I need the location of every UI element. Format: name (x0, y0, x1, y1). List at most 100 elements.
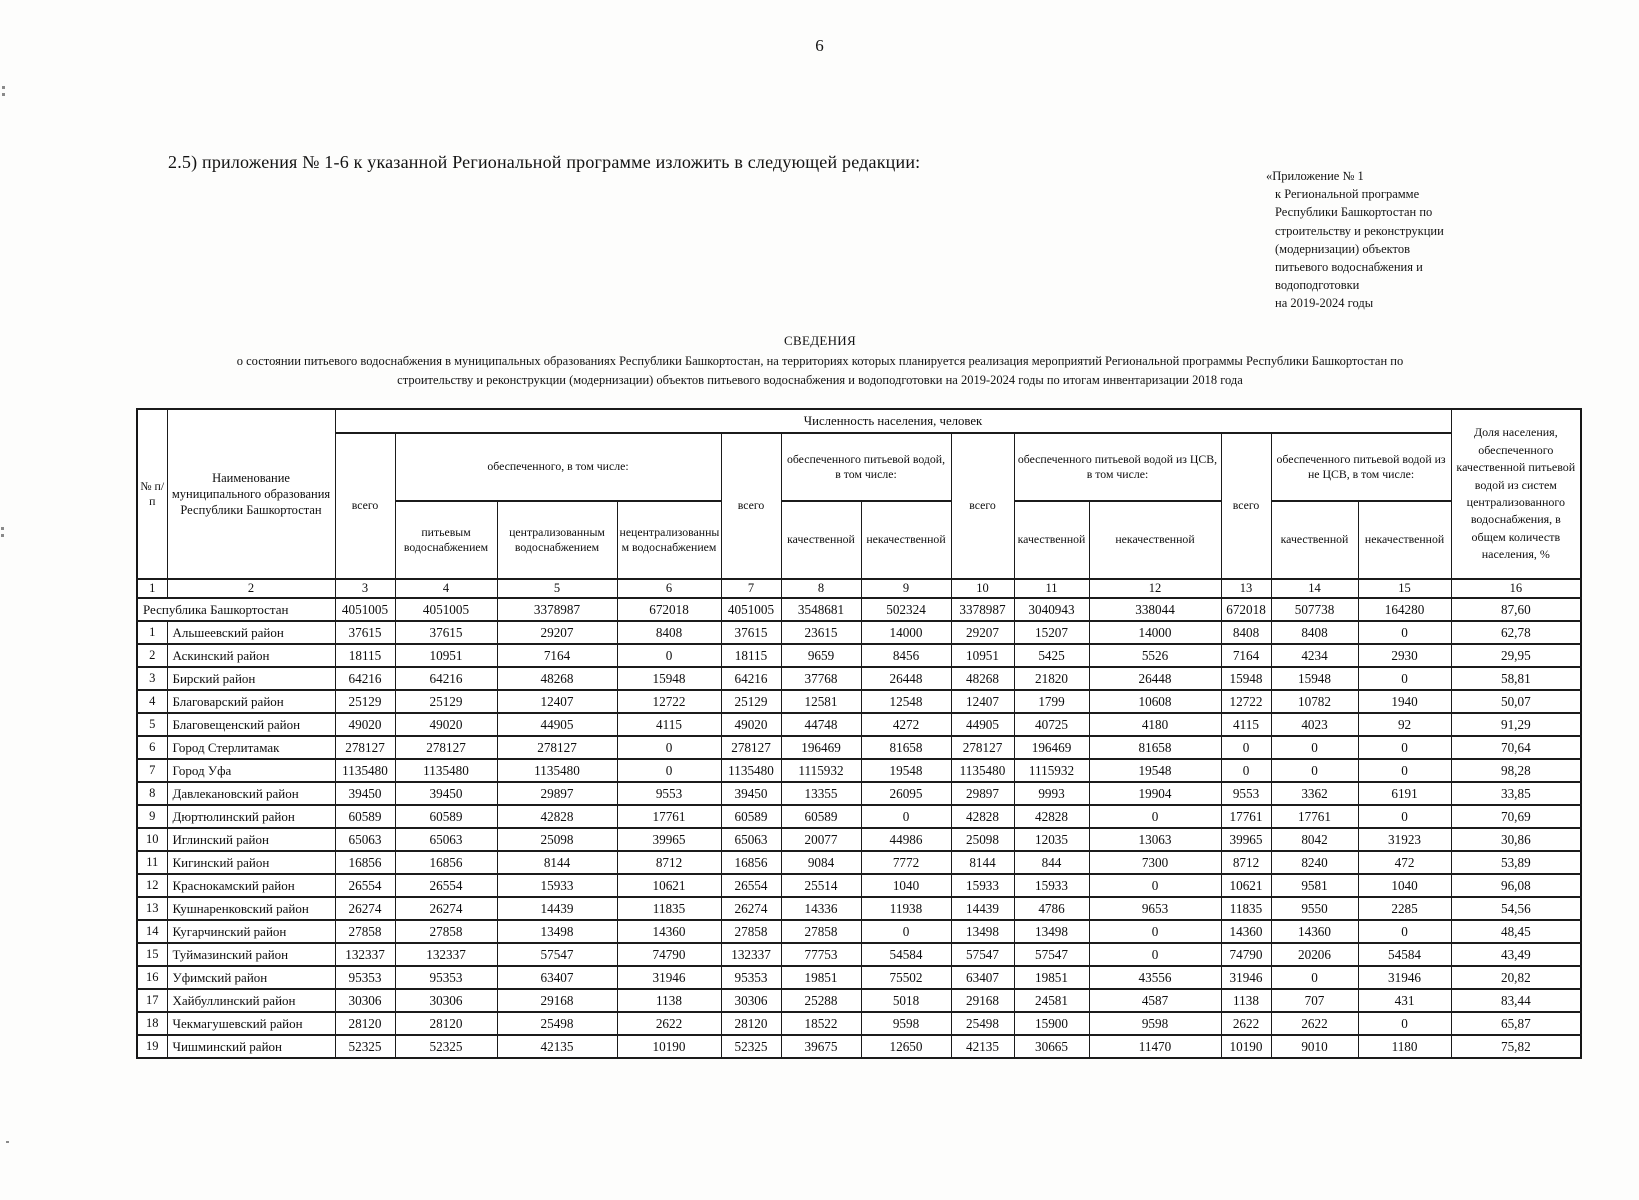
cell-value: 7300 (1088, 850, 1222, 875)
intro-paragraph: 2.5) приложения № 1-6 к указанной Регион… (168, 152, 921, 172)
cell-value: 15933 (1013, 873, 1090, 898)
table-row: 9 Дюртюлинский район 60589 60589 42828 17761 6… (136, 804, 1582, 829)
cell-value: 3378987 (496, 597, 618, 622)
cell-value: 26448 (1088, 666, 1222, 691)
cell-value: 15207 (1013, 620, 1090, 645)
cell-value: 26554 (334, 873, 396, 898)
cell-value: 0 (1357, 666, 1452, 691)
cell-value: 57547 (496, 942, 618, 967)
cell-value: 8144 (950, 850, 1015, 875)
cell-share: 33,85 (1450, 781, 1582, 806)
cell-value: 0 (1270, 735, 1359, 760)
cell-value: 52325 (394, 1034, 498, 1059)
table-row: 18 Чекмагушевский район 28120 28120 25498 262… (136, 1011, 1582, 1036)
cell-value: 43556 (1088, 965, 1222, 990)
cell-value: 8240 (1270, 850, 1359, 875)
cell-value: 42828 (496, 804, 618, 829)
header-total: всего (1220, 432, 1272, 580)
cell-value: 39450 (334, 781, 396, 806)
row-number: 1 (136, 620, 168, 645)
cell-value: 0 (616, 643, 722, 668)
cell-value: 9659 (780, 643, 862, 668)
cell-value: 13063 (1088, 827, 1222, 852)
cell-value: 42828 (950, 804, 1015, 829)
cell-value: 52325 (720, 1034, 782, 1059)
table-row: 14 Кугарчинский район 27858 27858 13498 14360… (136, 919, 1582, 944)
cell-value: 278127 (950, 735, 1015, 760)
cell-value: 0 (1357, 804, 1452, 829)
cell-value: 1115932 (780, 758, 862, 783)
cell-value: 0 (1088, 942, 1222, 967)
header-sub-nonquality: некачественной (1357, 500, 1452, 580)
cell-value: 12407 (496, 689, 618, 714)
cell-value: 49020 (720, 712, 782, 737)
column-number: 9 (860, 578, 952, 599)
cell-share: 87,60 (1450, 597, 1582, 622)
cell-value: 64216 (720, 666, 782, 691)
cell-value: 672018 (616, 597, 722, 622)
cell-value: 12650 (860, 1034, 952, 1059)
cell-value: 18115 (720, 643, 782, 668)
cell-value: 1138 (616, 988, 722, 1013)
cell-value: 39965 (1220, 827, 1272, 852)
cell-value: 31946 (1220, 965, 1272, 990)
header-sub-quality: качественной (780, 500, 862, 580)
cell-share: 98,28 (1450, 758, 1582, 783)
cell-value: 5425 (1013, 643, 1090, 668)
cell-value: 1040 (860, 873, 952, 898)
table-row: 6 Город Стерлитамак 278127 278127 278127 0 278… (136, 735, 1582, 760)
annex-line: «Приложение № 1 (1266, 169, 1364, 183)
column-number: 3 (334, 578, 396, 599)
row-name: Кугарчинский район (166, 919, 336, 944)
column-number: 11 (1013, 578, 1090, 599)
cell-value: 1135480 (496, 758, 618, 783)
cell-value: 30306 (334, 988, 396, 1013)
cell-value: 40725 (1013, 712, 1090, 737)
cell-value: 30306 (394, 988, 498, 1013)
cell-share: 91,29 (1450, 712, 1582, 737)
table-body: Республика Башкортостан 4051005 4051005 337… (136, 597, 1582, 1059)
cell-share: 30,86 (1450, 827, 1582, 852)
annex-line: водоподготовки (1275, 278, 1360, 293)
cell-value: 7164 (1220, 643, 1272, 668)
row-name: Уфимский район (166, 965, 336, 990)
cell-value: 196469 (1013, 735, 1090, 760)
cell-value: 26554 (394, 873, 498, 898)
cell-value: 60589 (720, 804, 782, 829)
table-row: 11 Кигинский район 16856 16856 8144 8712 16856… (136, 850, 1582, 875)
cell-value: 75502 (860, 965, 952, 990)
header-group-non-csv: обеспеченного питьевой водой из не ЦСВ, … (1270, 432, 1452, 502)
cell-value: 14439 (496, 896, 618, 921)
cell-value: 20206 (1270, 942, 1359, 967)
row-number: 6 (136, 735, 168, 760)
cell-value: 30306 (720, 988, 782, 1013)
cell-value: 14000 (860, 620, 952, 645)
header-no: № п/п (136, 408, 168, 580)
scan-speck (1, 534, 4, 537)
cell-value: 28120 (394, 1011, 498, 1036)
cell-value: 44748 (780, 712, 862, 737)
cell-value: 25129 (720, 689, 782, 714)
cell-value: 10951 (394, 643, 498, 668)
row-number: 13 (136, 896, 168, 921)
cell-value: 12035 (1013, 827, 1090, 852)
cell-share: 29,95 (1450, 643, 1582, 668)
cell-value: 25098 (496, 827, 618, 852)
annex-block: «Приложение № 1 к Региональной программе… (1266, 167, 1444, 313)
cell-value: 9581 (1270, 873, 1359, 898)
cell-value: 19851 (780, 965, 862, 990)
cell-share: 62,78 (1450, 620, 1582, 645)
cell-value: 6191 (1357, 781, 1452, 806)
cell-value: 15933 (950, 873, 1015, 898)
cell-value: 25098 (950, 827, 1015, 852)
cell-value: 10190 (616, 1034, 722, 1059)
cell-value: 4786 (1013, 896, 1090, 921)
cell-value: 0 (616, 758, 722, 783)
cell-value: 19548 (860, 758, 952, 783)
cell-value: 0 (1270, 758, 1359, 783)
row-number: 15 (136, 942, 168, 967)
row-name: Кигинский район (166, 850, 336, 875)
cell-value: 0 (1357, 1011, 1452, 1036)
page-number: 6 (815, 36, 824, 55)
cell-share: 70,69 (1450, 804, 1582, 829)
